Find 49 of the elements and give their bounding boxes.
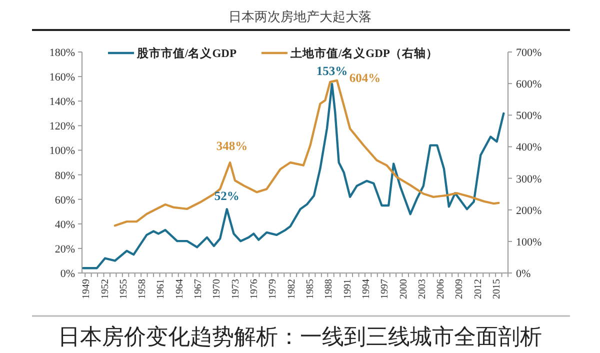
x-tick-label: 1970 xyxy=(212,279,223,299)
legend-label: 土地市值/名义GDP（右轴） xyxy=(289,46,438,60)
x-tick-label: 2012 xyxy=(472,279,484,299)
x-tick-label: 1952 xyxy=(100,279,111,299)
y-tick-label: 80% xyxy=(54,170,75,182)
y-tick-label: 140% xyxy=(49,96,75,108)
x-tick-label: 1958 xyxy=(137,279,148,299)
y-tick-label: 40% xyxy=(54,218,75,231)
x-tick-label: 1949 xyxy=(81,279,92,299)
y-tick-label: 20% xyxy=(54,243,75,256)
y-tick-label: 100% xyxy=(49,145,75,158)
annotation: 348% xyxy=(216,139,248,153)
y-tick-label: 160% xyxy=(49,72,75,84)
x-tick-label: 1979 xyxy=(268,279,279,299)
annotation: 52% xyxy=(214,189,240,204)
annotation: 153% xyxy=(316,64,348,78)
y-tick-label: 120% xyxy=(49,120,75,133)
title: 日本两次房地产大起大落 xyxy=(228,9,372,24)
x-tick-label: 2015 xyxy=(492,279,503,299)
x-tick-label: 1967 xyxy=(193,279,204,299)
y2-tick-label: 100% xyxy=(516,236,542,248)
y-tick-label: 180% xyxy=(49,47,75,59)
x-tick-label: 1964 xyxy=(174,279,186,299)
x-tick-label: 1997 xyxy=(380,279,391,299)
y2-tick-label: 600% xyxy=(516,78,542,91)
annotation: 604% xyxy=(349,71,381,85)
y2-tick-label: 500% xyxy=(516,110,542,122)
y2-tick-label: 400% xyxy=(516,142,542,154)
legend-label: 股市市值/名义GDP xyxy=(136,46,236,60)
y-tick-label: 60% xyxy=(54,194,75,206)
y-tick-label: 0% xyxy=(60,268,75,280)
y2-tick-label: 200% xyxy=(516,204,542,217)
x-tick-label: 2006 xyxy=(436,279,447,299)
x-tick-label: 2000 xyxy=(398,279,410,299)
x-tick-label: 1982 xyxy=(286,279,298,299)
x-tick-label: 1988 xyxy=(324,279,335,299)
x-tick-label: 1985 xyxy=(304,279,316,299)
text: 日本房价变化趋势解析：一线到三线城市全面剖析 xyxy=(58,324,542,349)
x-tick-label: 1961 xyxy=(156,279,167,299)
x-tick-label: 1955 xyxy=(118,279,130,299)
x-tick-label: 1991 xyxy=(342,279,354,299)
x-tick-label: 2003 xyxy=(416,279,428,299)
x-tick-label: 1976 xyxy=(249,279,260,299)
x-tick-label: 1994 xyxy=(360,279,372,299)
y2-tick-label: 700% xyxy=(516,47,542,59)
y2-tick-label: 300% xyxy=(516,173,542,186)
x-tick-label: 2009 xyxy=(454,279,466,299)
y2-tick-label: 0% xyxy=(516,268,531,280)
x-tick-label: 1973 xyxy=(230,279,242,299)
